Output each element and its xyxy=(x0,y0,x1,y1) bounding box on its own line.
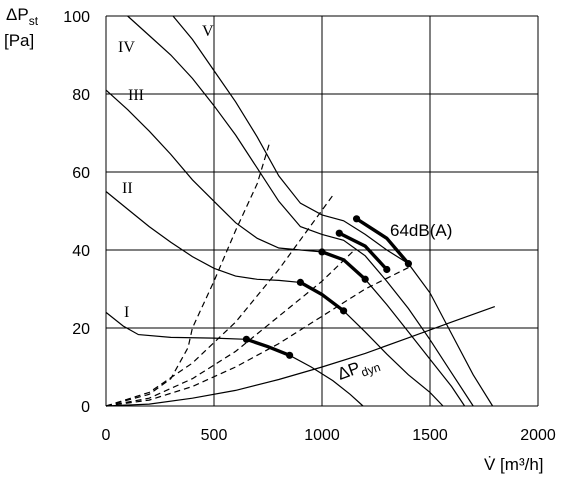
highlight-point-1 xyxy=(242,335,250,343)
highlight-segment-5 xyxy=(354,217,411,266)
y-tick-label-5: 100 xyxy=(63,9,90,26)
y-tick-label-3: 60 xyxy=(72,165,90,182)
highlight-point-2 xyxy=(286,351,294,359)
dyn-label-sub: dyn xyxy=(359,360,382,380)
system-curve-4 xyxy=(105,267,409,407)
highlight-point-3 xyxy=(296,278,304,286)
fan-curves xyxy=(105,15,496,407)
highlight-segment-4 xyxy=(337,231,389,272)
system-curve-1 xyxy=(105,140,271,407)
grid-layer xyxy=(105,15,539,407)
tick-labels: 0 500 1000 1500 2000 0 20 40 60 80 100 xyxy=(63,9,556,444)
highlight-segment-3 xyxy=(320,250,367,281)
x-tick-label-3: 1500 xyxy=(412,427,448,444)
highlight-point-9 xyxy=(352,215,361,223)
curve-label-IV: IV xyxy=(118,39,135,56)
highlight-segment-1 xyxy=(244,337,292,357)
curve-label-II: II xyxy=(122,180,133,197)
curve-label-I: I xyxy=(124,304,129,321)
y-axis-label-main: ΔP xyxy=(6,5,29,24)
highlight-point-8 xyxy=(383,265,391,274)
highlight-point-7 xyxy=(335,229,343,237)
x-tick-label-0: 0 xyxy=(102,427,111,444)
highlight-point-4 xyxy=(340,307,348,315)
fan-curve-IV xyxy=(127,15,474,407)
fan-curve-I xyxy=(105,311,364,407)
y-axis-unit: [Pa] xyxy=(4,31,34,50)
highlight-point-5 xyxy=(318,248,326,256)
y-tick-label-1: 20 xyxy=(72,321,90,338)
x-tick-label-4: 2000 xyxy=(520,427,556,444)
system-curve-3 xyxy=(105,249,355,407)
curve-label-V: V xyxy=(202,23,214,40)
y-tick-label-4: 80 xyxy=(72,87,90,104)
dashed-curves xyxy=(105,140,409,407)
dynamic-pressure-curve xyxy=(105,306,496,407)
highlight-segment-2 xyxy=(298,280,346,313)
x-tick-label-1: 500 xyxy=(201,427,228,444)
y-axis-label: ΔPst xyxy=(6,5,39,28)
noise-level-label: 64dB(A) xyxy=(390,221,452,240)
x-axis-label: V̇ [m³/h] xyxy=(484,455,544,474)
curve-label-III: III xyxy=(128,87,144,104)
y-axis-label-sub: st xyxy=(29,14,39,28)
svg-text:ΔPdyn: ΔPdyn xyxy=(335,352,382,388)
highlight-point-10 xyxy=(404,260,412,268)
highlight-point-6 xyxy=(361,275,369,283)
fan-curve-II xyxy=(105,191,444,407)
x-tick-label-2: 1000 xyxy=(304,427,340,444)
y-tick-label-0: 0 xyxy=(81,399,90,416)
dyn-pressure-label: ΔPdyn xyxy=(335,352,382,388)
highlight-segments xyxy=(242,215,412,359)
fan-curve-V xyxy=(172,15,494,407)
system-curve-2 xyxy=(105,195,334,407)
y-tick-label-2: 40 xyxy=(72,243,90,260)
fan-curve-III xyxy=(105,89,466,407)
